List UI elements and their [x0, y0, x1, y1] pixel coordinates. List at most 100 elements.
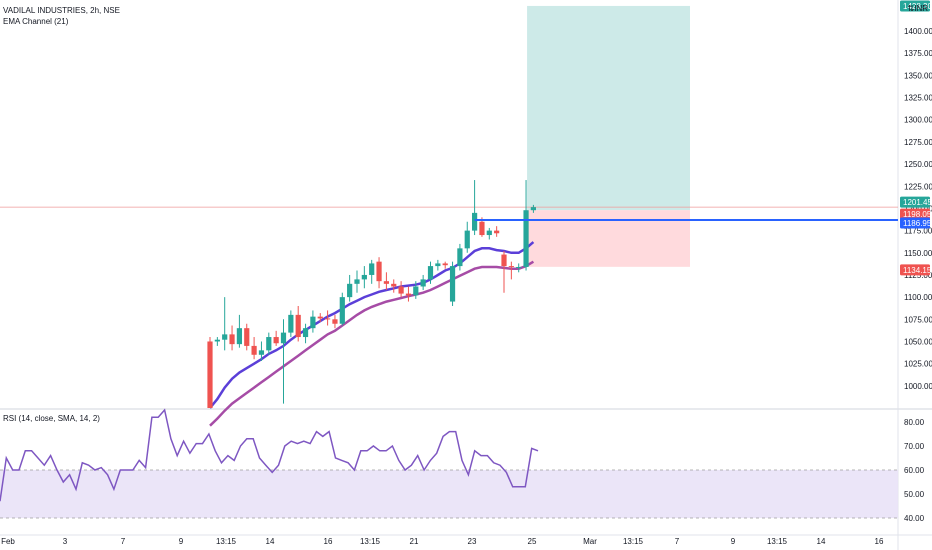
- rsi-axis[interactable]: 40.00 50.00 60.00 70.00 80.00: [904, 418, 925, 523]
- candle-body: [332, 319, 338, 324]
- candle: [332, 314, 338, 329]
- price-tick-label: 1050.00: [904, 337, 932, 346]
- candle-body: [427, 266, 434, 280]
- candle: [383, 272, 389, 291]
- candle-body: [457, 248, 463, 267]
- price-tick-label: 1325.00: [904, 94, 932, 103]
- candle-body: [413, 286, 419, 296]
- ema-channel: [209, 241, 535, 427]
- candle-body: [376, 261, 382, 282]
- price-badge: 1201.45: [900, 196, 932, 208]
- candle-body: [214, 339, 220, 342]
- candle-body: [317, 316, 323, 319]
- candle-body: [280, 332, 287, 344]
- price-tick-label: 1300.00: [904, 116, 932, 125]
- currency-icon: ⇅: [907, 4, 915, 13]
- rsi-legend[interactable]: RSI (14, close, SMA, 14, 2): [3, 414, 100, 424]
- currency-label[interactable]: ⇅INR: [908, 4, 928, 13]
- price-badge-label: 1134.15: [903, 266, 932, 275]
- candle: [288, 310, 294, 338]
- price-badge-label: 1428.30: [903, 2, 932, 11]
- candle-body: [530, 207, 536, 211]
- time-tick-label: 3: [63, 537, 68, 546]
- candle: [229, 325, 235, 351]
- candle-body: [361, 274, 367, 280]
- price-badge-label: 1186.95: [903, 219, 932, 228]
- candle-body: [273, 337, 279, 344]
- rsi-pane: [0, 408, 898, 519]
- candle-body: [449, 266, 456, 302]
- candle: [347, 274, 353, 302]
- price-tick-label: 1175.00: [904, 227, 932, 236]
- time-tick-label: 16: [875, 537, 884, 546]
- time-tick-label: 7: [121, 537, 126, 546]
- candle-body: [266, 337, 272, 351]
- candle-body: [472, 212, 478, 231]
- price-badge: 1428.30: [900, 0, 932, 12]
- candle-body: [516, 266, 522, 268]
- rsi-tick-label: 50.00: [904, 490, 925, 499]
- candle-body: [288, 314, 294, 333]
- price-tick-label: 1400.00: [904, 27, 932, 36]
- price-tick-label: 1375.00: [904, 49, 932, 58]
- time-axis[interactable]: Feb 3 7 9 13:15 14 16 13:15 21 23 25 Mar 13:15 7 9 13:1…: [1, 537, 884, 546]
- time-tick-label: 7: [675, 537, 680, 546]
- candle: [420, 274, 426, 291]
- candle: [317, 313, 323, 322]
- candle: [251, 337, 257, 360]
- candle-body: [258, 350, 265, 355]
- price-axis[interactable]: 1000.00 1025.00 1050.00 1075.00 1100.00 1125.…: [900, 0, 932, 391]
- candle-body: [222, 334, 228, 340]
- candle: [280, 319, 287, 404]
- price-tick-label: 1000.00: [904, 382, 932, 391]
- symbol-title: VADILAL INDUSTRIES, 2h, NSE: [3, 6, 120, 15]
- candle: [376, 257, 382, 289]
- candle-body: [251, 345, 257, 355]
- price-tick-label: 1250.00: [904, 160, 932, 169]
- price-badge-label: 1201.45: [903, 198, 932, 207]
- time-tick-label: 9: [179, 537, 184, 546]
- candle-body: [325, 318, 331, 320]
- candle: [361, 266, 367, 289]
- candle-body: [486, 230, 492, 236]
- time-tick-label: 13:15: [216, 537, 237, 546]
- candle: [413, 281, 419, 299]
- price-tick-label: 1075.00: [904, 315, 932, 324]
- candle: [501, 251, 507, 293]
- price-badge-bg: [900, 217, 930, 229]
- candle: [530, 204, 536, 213]
- symbol-legend[interactable]: VADILAL INDUSTRIES, 2h, NSE: [3, 6, 120, 16]
- candle-body: [435, 263, 441, 267]
- candle-body: [501, 254, 507, 267]
- candle: [207, 337, 213, 408]
- time-tick-label: 14: [266, 537, 275, 546]
- candle-body: [420, 279, 426, 287]
- candle: [266, 332, 272, 355]
- candle: [222, 297, 228, 351]
- candle: [427, 261, 434, 284]
- ema-legend[interactable]: EMA Channel (21): [3, 17, 69, 27]
- candle: [258, 341, 265, 361]
- candle-body: [383, 281, 389, 284]
- time-tick-label: 23: [468, 537, 477, 546]
- candle: [236, 314, 242, 348]
- candle: [339, 292, 345, 326]
- candle-body: [207, 341, 213, 408]
- price-badge-bg: [900, 0, 930, 12]
- price-tick-label: 1150.00: [904, 249, 932, 258]
- candle-body: [339, 297, 345, 324]
- candle: [457, 243, 463, 271]
- time-tick-label: 14: [817, 537, 826, 546]
- currency-text: INR: [914, 4, 928, 13]
- candle: [398, 281, 404, 298]
- ema-title: EMA Channel (21): [3, 17, 69, 26]
- price-badge: 1186.95: [900, 217, 932, 229]
- price-badge-bg: [900, 196, 930, 208]
- candle-body: [405, 293, 412, 296]
- price-tick-label: 1025.00: [904, 360, 932, 369]
- candle-body: [523, 210, 529, 267]
- candle: [405, 286, 412, 302]
- candle: [214, 337, 220, 346]
- candle-body: [479, 221, 485, 236]
